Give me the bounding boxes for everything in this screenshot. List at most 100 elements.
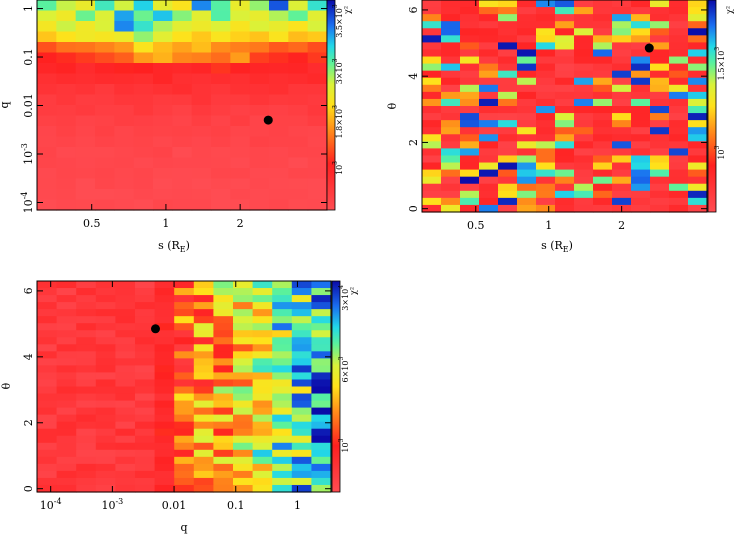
heatmap-cell: [193, 477, 214, 486]
heatmap-cell: [669, 28, 689, 36]
heatmap-cell: [612, 98, 632, 107]
heatmap-cell: [669, 0, 689, 8]
y-tick-label: 10-3: [20, 143, 35, 165]
heatmap-cell: [56, 456, 77, 465]
heatmap-cell: [291, 316, 312, 324]
heatmap-cell: [291, 477, 312, 486]
heatmap-cell: [193, 295, 214, 303]
heatmap-cell: [574, 113, 594, 121]
heatmap-cell: [422, 127, 442, 135]
heatmap-cell: [422, 197, 442, 206]
heatmap-cell: [193, 358, 214, 366]
heatmap-cell: [37, 10, 57, 22]
heatmap-cell: [230, 115, 251, 127]
heatmap-cell: [536, 28, 556, 36]
heatmap-cell: [311, 414, 332, 423]
heatmap-cell: [555, 91, 575, 100]
heatmap-cell: [269, 115, 289, 127]
heatmap-cell: [154, 456, 175, 465]
heatmap-cell: [669, 204, 689, 213]
heatmap-cell: [574, 84, 594, 93]
heatmap-cell: [95, 351, 116, 359]
heatmap-cell: [191, 115, 212, 127]
heatmap-cell: [593, 84, 613, 93]
heatmap-cell: [135, 477, 156, 486]
heatmap-cell: [252, 281, 273, 289]
heatmap-cell: [252, 407, 273, 416]
heatmap-cell: [213, 351, 234, 359]
heatmap-cell: [95, 379, 116, 388]
heatmap-cell: [133, 31, 154, 43]
heatmap-cell: [76, 309, 97, 317]
heatmap-cell: [193, 470, 214, 479]
heatmap-cell: [153, 52, 173, 64]
heatmap-cell: [631, 197, 651, 206]
colorbar-tick-label: 1.5×103: [714, 47, 726, 81]
heatmap-cell: [422, 141, 442, 149]
heatmap-cell: [95, 477, 116, 486]
heatmap-cell: [536, 127, 556, 135]
heatmap-cell: [193, 344, 214, 352]
heatmap-cell: [479, 91, 499, 100]
heatmap-cell: [37, 428, 58, 437]
heatmap-cell: [211, 136, 231, 148]
heatmap-cell: [536, 141, 556, 149]
heatmap-cell: [252, 330, 273, 338]
heatmap-cell: [498, 63, 518, 72]
heatmap-cell: [311, 442, 332, 451]
heatmap-cell: [612, 155, 632, 164]
heatmap-cell: [172, 84, 193, 96]
heatmap-cell: [191, 21, 212, 33]
heatmap-cell: [249, 63, 270, 75]
heatmap-cell: [555, 148, 575, 157]
heatmap-cell: [213, 365, 234, 374]
heatmap-cell: [153, 168, 173, 180]
heatmap-cell: [650, 0, 670, 8]
heatmap-cell: [133, 94, 154, 106]
heatmap-cell: [193, 400, 214, 409]
heatmap-cell: [213, 477, 234, 486]
heatmap-cell: [95, 94, 115, 106]
heatmap-cell: [517, 7, 537, 15]
heatmap-cell: [460, 70, 480, 79]
heatmap-cell: [631, 176, 651, 185]
heatmap-cell: [37, 463, 58, 472]
heatmap-cell: [230, 52, 251, 64]
heatmap-cell: [460, 98, 480, 107]
heatmap-cell: [115, 316, 136, 324]
heatmap-cell: [650, 204, 670, 213]
heatmap-cell: [288, 63, 309, 75]
heatmap-cell: [233, 344, 254, 352]
heatmap-cell: [76, 456, 97, 465]
heatmap-cell: [460, 28, 480, 36]
heatmap-cell: [233, 330, 254, 338]
heatmap-cell: [95, 288, 116, 296]
heatmap-cell: [307, 52, 328, 64]
heatmap-cell: [95, 52, 115, 64]
heatmap-cell: [135, 337, 156, 345]
heatmap-cell: [191, 168, 212, 180]
heatmap-cell: [536, 49, 556, 58]
heatmap-cell: [669, 176, 689, 185]
heatmap-cell: [631, 162, 651, 171]
heatmap-cell: [193, 386, 214, 395]
heatmap-cell: [441, 169, 461, 178]
heatmap-cell: [307, 94, 328, 106]
heatmap-cell: [37, 281, 58, 289]
heatmap-cell: [37, 323, 58, 331]
heatmap-cell: [135, 442, 156, 451]
heatmap-cell: [272, 400, 293, 409]
heatmap-cell: [252, 295, 273, 303]
heatmap-cell: [233, 393, 254, 402]
colorbar: [707, 0, 717, 213]
heatmap-cell: [233, 309, 254, 317]
heatmap-cell: [612, 127, 632, 135]
heatmap-cell: [154, 365, 175, 374]
heatmap-cell: [460, 113, 480, 121]
heatmap-cell: [517, 141, 537, 149]
heatmap-cell: [211, 21, 231, 33]
heatmap-cell: [612, 7, 632, 15]
heatmap-cell: [650, 120, 670, 128]
heatmap-cell: [191, 63, 212, 75]
heatmap-cell: [307, 0, 328, 12]
